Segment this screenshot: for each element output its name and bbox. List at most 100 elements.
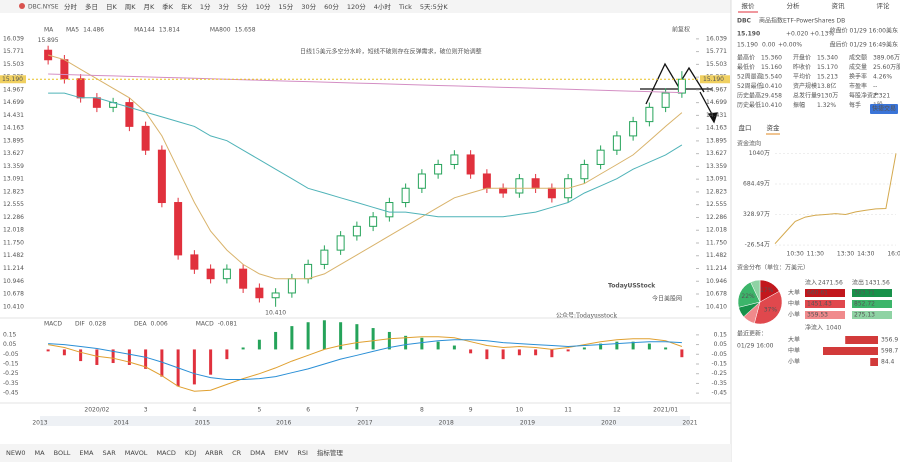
legend-value: -0.081 [218, 321, 238, 328]
y-tick-label: 16.039 [3, 35, 24, 42]
y-tick-label: 13.627 [706, 150, 727, 157]
y-tick-label: 14.431 [706, 112, 727, 119]
indicator-tab[interactable]: MAVOL [125, 449, 148, 457]
quote-tab[interactable]: 评论 [877, 1, 891, 10]
y-tick-label: 14.967 [3, 86, 24, 93]
y-tick-label: 12.823 [706, 188, 727, 195]
candle-body [531, 178, 540, 189]
last-price-label: 15.190 [703, 76, 724, 83]
macd-bar [680, 349, 684, 358]
period-tab[interactable]: 5分 [237, 2, 248, 11]
candle-body [499, 187, 508, 194]
macd-bar [631, 341, 635, 350]
x-tick-label: 11 [564, 407, 572, 414]
x-tick-label: 16:00 [887, 251, 900, 258]
quick-trade-button[interactable] [870, 104, 898, 114]
stat-value: 15.540 [761, 74, 782, 81]
period-tab[interactable]: 年K [181, 2, 193, 11]
y-tick-label: 14.967 [706, 86, 727, 93]
x-tick-label: 8 [420, 407, 424, 414]
period-tab[interactable]: 15分 [279, 2, 294, 11]
inflow-value: 660.61 [807, 290, 828, 297]
macd-bar [355, 324, 359, 350]
candle-body [320, 249, 329, 265]
period-tab[interactable]: 30分 [301, 2, 316, 11]
legend-value: 0.028 [89, 321, 106, 328]
net-value: 356.9 [881, 337, 898, 344]
overview-strip [40, 416, 690, 426]
period-tab[interactable]: 3分 [218, 2, 229, 11]
updated-label: 最近更新： [737, 330, 767, 338]
macd-bar [615, 341, 619, 350]
period-tab[interactable]: 日K [106, 3, 118, 11]
candle-body [547, 187, 556, 199]
indicator-tab[interactable]: BOLL [54, 449, 71, 457]
period-tab[interactable]: Tick [398, 3, 412, 11]
outflow-value: 275.13 [854, 312, 875, 319]
indicator-tab[interactable]: SAR [103, 449, 117, 457]
indicator-tab[interactable]: EMV [274, 449, 289, 457]
indicator-tab[interactable]: KDJ [185, 449, 196, 457]
y-tick-label: 10.410 [706, 303, 727, 310]
quote-tab[interactable]: 分析 [787, 1, 801, 10]
period-tab[interactable]: 60分 [324, 2, 339, 11]
indicator-tab[interactable]: NEW0 [6, 449, 26, 457]
period-tab[interactable]: 月K [144, 3, 156, 11]
period-tab[interactable]: 周K [125, 3, 137, 11]
period-tab[interactable]: 120分 [347, 2, 366, 11]
indicator-tab[interactable]: ARBR [205, 449, 223, 457]
quote-tab[interactable]: 资讯 [832, 1, 846, 10]
period-tab[interactable]: 季K [162, 2, 174, 11]
x-tick-label: 9 [469, 407, 473, 414]
quote-tab[interactable]: 报价 [742, 1, 756, 10]
y-tick-label: -0.35 [711, 380, 727, 387]
flow-line [774, 153, 897, 245]
indicator-tab[interactable]: CR [232, 449, 242, 457]
candle-body [466, 154, 475, 175]
period-tab[interactable]: 5天:5分K [420, 2, 448, 11]
legend-name: MA5 [66, 27, 79, 34]
indicator-tab[interactable]: 指标管理 [317, 448, 344, 457]
indicator-tab[interactable]: RSI [297, 449, 308, 457]
stat-value: 15.170 [817, 64, 838, 71]
period-tab[interactable]: 多日 [85, 2, 98, 11]
period-tab[interactable]: 分时 [64, 2, 78, 11]
candle-body [482, 173, 491, 189]
last-price-box [700, 75, 730, 84]
ma-line [48, 73, 682, 94]
stat-value: -- [873, 83, 877, 90]
y-tick-label: 16.039 [706, 35, 727, 42]
y-tick-label: 11.750 [706, 239, 727, 246]
period-tab[interactable]: 1分 [200, 2, 211, 11]
quick-trade-label[interactable]: 快捷交易 [872, 105, 896, 113]
indicator-tab[interactable]: EMA [79, 449, 94, 457]
period-tab[interactable]: 10分 [256, 2, 271, 11]
y-tick-label: -0.25 [3, 370, 19, 377]
macd-bar [127, 349, 131, 365]
candle-body [515, 178, 524, 194]
macd-bar [550, 349, 554, 358]
period-tab[interactable]: 4小时 [374, 2, 392, 11]
stat-value: 389.06万 [873, 55, 900, 62]
net-bar [823, 347, 878, 355]
row-label: 大单 [788, 289, 800, 297]
stat-label: 最高价 [737, 54, 755, 62]
outflow-bar [852, 300, 892, 308]
indicator-tab[interactable]: DMA [250, 449, 266, 457]
overview-year: 2020 [601, 420, 616, 427]
macd-bar [46, 349, 50, 352]
sub-tab[interactable]: 资金 [767, 123, 781, 132]
y-tick-label: 15.503 [706, 61, 727, 68]
section-value: 1040 [826, 325, 841, 332]
indicator-tab[interactable]: MA [35, 449, 46, 457]
candle-body [352, 225, 361, 237]
macd-bar [501, 349, 505, 360]
updated-time: 01/29 16:00 [737, 343, 774, 350]
indicator-tab[interactable]: MACD [156, 449, 175, 457]
macd-bar [306, 322, 310, 350]
legend-name: MA800 [210, 27, 231, 34]
row-label: 大单 [788, 336, 800, 344]
x-tick-label: 11:30 [807, 251, 824, 258]
sub-tab[interactable]: 盘口 [739, 123, 752, 132]
